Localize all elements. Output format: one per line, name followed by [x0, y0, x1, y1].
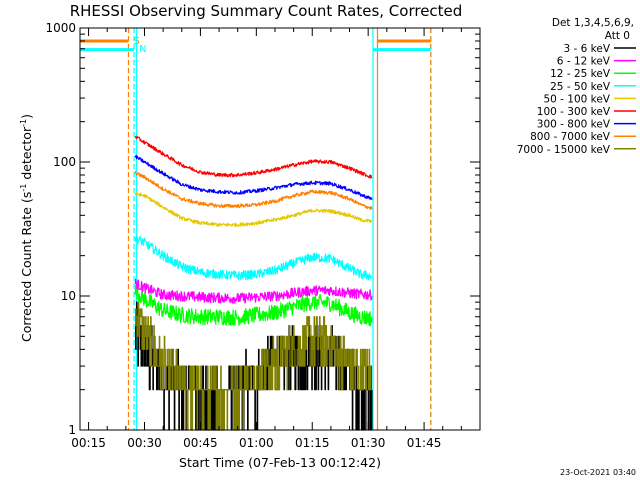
series-line-50-100-kev	[134, 191, 373, 228]
y-axis-label-part: Corrected Count Rate (s	[19, 192, 34, 342]
y-axis-label-part: )	[19, 114, 34, 119]
series-line-300-800-kev	[134, 154, 373, 201]
y-tick-label: 1000	[45, 21, 76, 35]
y-axis-ticks: 1 10 100 1000	[45, 21, 480, 437]
y-axis-label: Corrected Count Rate (s-1 detector-1)	[19, 114, 34, 342]
axes	[79, 27, 481, 431]
x-tick-label: 01:30	[351, 436, 386, 450]
legend-entry-label: 50 - 100 keV	[543, 93, 610, 105]
legend-entry-label: 300 - 800 keV	[537, 119, 611, 131]
x-axis-ticks: 00:15 00:30 00:45 01:00 01:15 01:30 01:45	[71, 28, 481, 450]
x-tick-label: 01:15	[295, 436, 330, 450]
x-tick-label: 00:15	[71, 436, 106, 450]
marker-label: N	[139, 44, 146, 55]
timestamp-footer: 23-Oct-2021 03:40	[560, 468, 636, 477]
series-line-7000-15000-kev	[135, 301, 373, 431]
legend-entry-label: 6 - 12 keV	[557, 56, 611, 68]
chart-title: RHESSI Observing Summary Count Rates, Co…	[70, 2, 463, 20]
legend-header-attenuator: Att 0	[605, 30, 630, 42]
instrument-markers: SN	[127, 28, 432, 430]
legend-entry-label: 800 - 7000 keV	[530, 131, 611, 143]
series-line-6-12-kev	[134, 278, 373, 304]
series-line-800-7000-kev	[134, 170, 373, 211]
legend-entry-label: 12 - 25 keV	[550, 68, 611, 80]
attenuator-flags	[80, 39, 431, 52]
x-tick-label: 01:45	[407, 436, 442, 450]
x-axis-label: Start Time (07-Feb-13 00:12:42)	[179, 455, 381, 470]
y-axis-label-exponent: -1	[19, 184, 28, 192]
series-line-100-300-kev	[134, 135, 373, 179]
plot-frame	[79, 27, 481, 431]
y-tick-label: 10	[61, 289, 76, 303]
legend-entry-label: 25 - 50 keV	[550, 81, 611, 93]
series-line-12-25-kev	[134, 284, 373, 327]
y-tick-label: 1	[68, 423, 76, 437]
x-tick-label: 00:30	[127, 436, 162, 450]
legend-entry-label: 100 - 300 keV	[537, 106, 611, 118]
series-line-25-50-kev	[134, 234, 373, 281]
x-tick-label: 01:00	[239, 436, 274, 450]
y-tick-label: 100	[53, 155, 76, 169]
legend-entry-label: 7000 - 15000 keV	[517, 144, 611, 156]
y-axis-label-exponent: -1	[19, 119, 28, 127]
legend-header-detectors: Det 1,3,4,5,6,9,	[552, 17, 634, 29]
legend-entry-label: 3 - 6 keV	[563, 43, 610, 55]
x-tick-label: 00:45	[183, 436, 218, 450]
y-axis-label-part: detector	[19, 126, 34, 184]
